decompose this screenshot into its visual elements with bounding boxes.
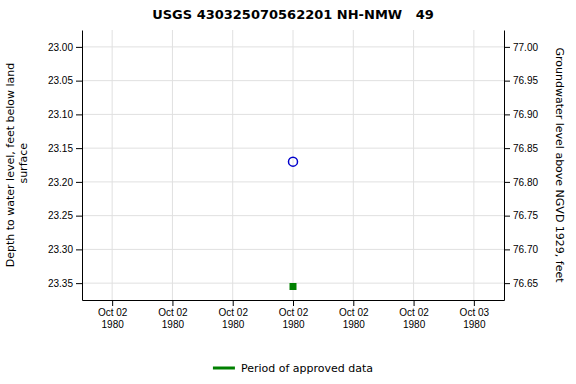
grid-line (112, 30, 113, 300)
tick: 23.20 (48, 177, 82, 188)
tick: 76.65 (504, 278, 538, 289)
tick: 76.80 (504, 177, 538, 188)
tick-label: 76.80 (513, 177, 538, 188)
series (290, 283, 297, 290)
grid-line (413, 30, 414, 300)
tick-mark (504, 148, 510, 149)
tick-mark (172, 300, 173, 306)
tick: 23.30 (48, 244, 82, 255)
tick-mark (76, 47, 82, 48)
tick-label: 76.95 (513, 75, 538, 86)
tick: 76.85 (504, 143, 538, 154)
legend: Period of approved data (213, 362, 373, 375)
tick-mark (504, 47, 510, 48)
point-square (290, 283, 297, 290)
marks (289, 157, 298, 290)
tick-mark (504, 182, 510, 183)
tick-label: Oct 021980 (98, 307, 128, 330)
tick: 23.15 (48, 143, 82, 154)
tick-mark (504, 249, 510, 250)
tick-mark (76, 148, 82, 149)
grid-line (172, 30, 173, 300)
tick-label: 23.25 (48, 210, 73, 221)
tick-label: 23.35 (48, 278, 73, 289)
tick-mark (112, 300, 113, 306)
tick-label: 76.65 (513, 278, 538, 289)
tick-label: 76.90 (513, 109, 538, 120)
tick: 23.05 (48, 75, 82, 86)
tick: 76.75 (504, 210, 538, 221)
tick-mark (504, 114, 510, 115)
tick-label: 23.30 (48, 244, 73, 255)
tick: Oct 021980 (279, 300, 309, 330)
legend-label: Period of approved data (241, 362, 373, 375)
tick: 76.95 (504, 75, 538, 86)
tick: 23.35 (48, 278, 82, 289)
tick-mark (504, 216, 510, 217)
tick: Oct 021980 (98, 300, 128, 330)
tick: Oct 021980 (158, 300, 188, 330)
grid-line (293, 30, 294, 300)
tick: Oct 021980 (399, 300, 429, 330)
tick: 23.25 (48, 210, 82, 221)
tick-mark (293, 300, 294, 306)
tick-mark (414, 300, 415, 306)
tick: Oct 031980 (460, 300, 490, 330)
chart: 23.00 23.05 23.10 23.15 23.20 23.25 23.30 23.35… (0, 0, 576, 384)
tick-label: 23.20 (48, 177, 73, 188)
tick: 23.00 (48, 42, 82, 53)
tick: Oct 021980 (339, 300, 369, 330)
tick: 76.70 (504, 244, 538, 255)
grid-line (473, 30, 474, 300)
grid (82, 30, 504, 300)
tick-mark (353, 300, 354, 306)
tick-label: Oct 021980 (158, 307, 188, 330)
tick-mark (76, 249, 82, 250)
tick-mark (76, 81, 82, 82)
tick-label: Oct 021980 (218, 307, 248, 330)
axis-title: Groundwater level above NGVD 1929, feet (553, 47, 566, 283)
axis: 77.00 76.95 76.90 76.85 76.80 76.75 76.70 76.65 (504, 31, 538, 301)
tick-mark (474, 300, 475, 306)
grid-line (353, 30, 354, 300)
tick-label: 76.70 (513, 244, 538, 255)
title: USGS 430325070562201 NH-NMW 49 (152, 7, 434, 22)
tick-mark (76, 114, 82, 115)
tick-label: Oct 021980 (339, 307, 369, 330)
legend-item: Period of approved data (213, 362, 373, 375)
tick-mark (76, 283, 82, 284)
axis: 23.00 23.05 23.10 23.15 23.20 23.25 23.30 23.35 (48, 31, 83, 301)
tick-mark (504, 283, 510, 284)
tick-label: 77.00 (513, 42, 538, 53)
tick-mark (233, 300, 234, 306)
axis-line (82, 31, 83, 301)
tick-label: Oct 021980 (279, 307, 309, 330)
tick-label: 23.10 (48, 109, 73, 120)
tick-label: 23.05 (48, 75, 73, 86)
tick: 77.00 (504, 42, 538, 53)
axis-title: Depth to water level, feet below land su… (4, 63, 30, 268)
tick-label: 76.85 (513, 143, 538, 154)
axis-line (504, 31, 505, 301)
tick-label: 23.00 (48, 42, 73, 53)
tick-mark (76, 216, 82, 217)
tick-label: Oct 021980 (399, 307, 429, 330)
tick-mark (504, 81, 510, 82)
grid-line (232, 30, 233, 300)
tick-label: 76.75 (513, 210, 538, 221)
plot: 23.00 23.05 23.10 23.15 23.20 23.25 23.30 23.35… (4, 30, 566, 330)
legend-swatch (213, 367, 235, 370)
series (289, 157, 298, 166)
tick: Oct 021980 (218, 300, 248, 330)
tick-label: Oct 031980 (460, 307, 490, 330)
tick: 23.10 (48, 109, 82, 120)
tick: 76.90 (504, 109, 538, 120)
tick-mark (76, 182, 82, 183)
point-circle-open (289, 157, 298, 166)
tick-label: 23.15 (48, 143, 73, 154)
axis: Oct 021980 Oct 021980 Oct 021980 Oct 021980… (83, 300, 505, 330)
